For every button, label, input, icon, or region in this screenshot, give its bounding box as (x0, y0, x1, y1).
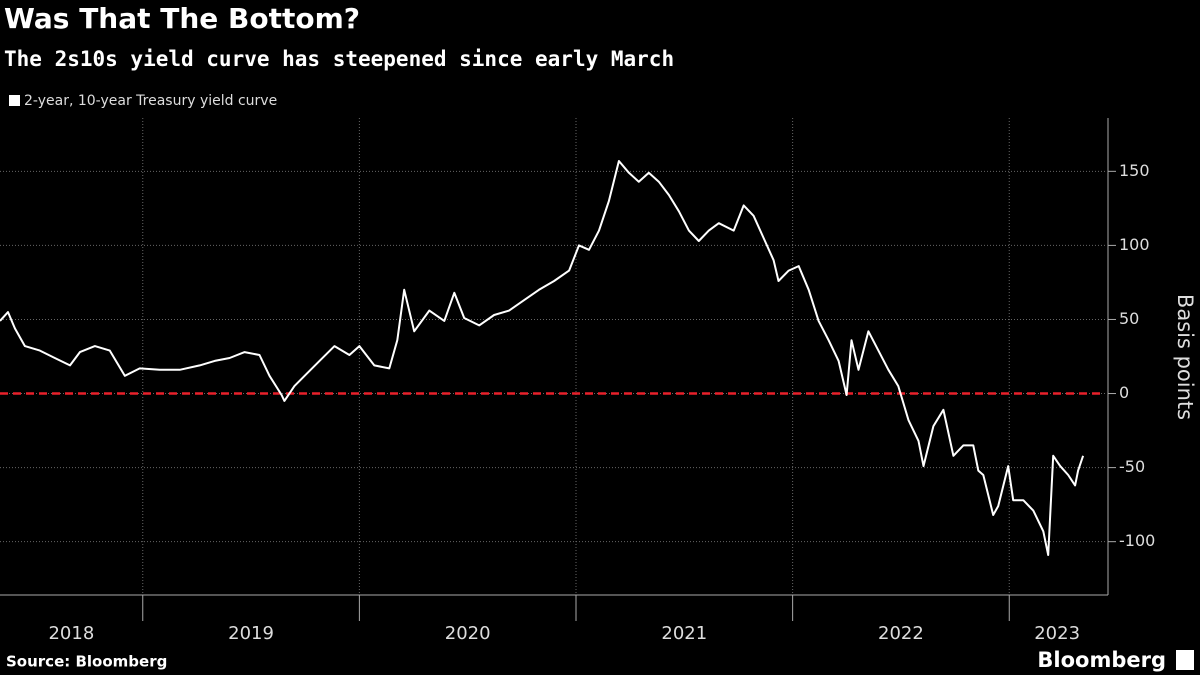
source: Source: Bloomberg (6, 653, 167, 671)
y-tick-label: 150 (1119, 161, 1150, 180)
chart-title: Was That The Bottom? (4, 2, 360, 35)
y-tick-label: 50 (1119, 309, 1139, 328)
x-tick-label: 2021 (661, 623, 707, 644)
y-axis-label: Basis points (1173, 294, 1197, 420)
chart-subtitle: The 2s10s yield curve has steepened sinc… (4, 47, 674, 71)
x-tick-label: 2019 (228, 623, 274, 644)
data-line (0, 160, 1085, 556)
x-tick-label: 2022 (878, 623, 924, 644)
brand: Bloomberg (1037, 648, 1166, 672)
y-tick-label: -50 (1119, 457, 1145, 476)
y-tick-label: 100 (1119, 235, 1150, 254)
legend-label: 2-year, 10-year Treasury yield curve (24, 93, 277, 109)
y-tick-label: 0 (1119, 383, 1129, 402)
y-tick-label: -100 (1119, 531, 1155, 550)
brand-icon (1176, 650, 1194, 670)
x-tick-label: 2018 (48, 623, 94, 644)
legend-swatch (9, 95, 20, 106)
x-tick-label: 2023 (1034, 623, 1080, 644)
x-tick-label: 2020 (445, 623, 491, 644)
